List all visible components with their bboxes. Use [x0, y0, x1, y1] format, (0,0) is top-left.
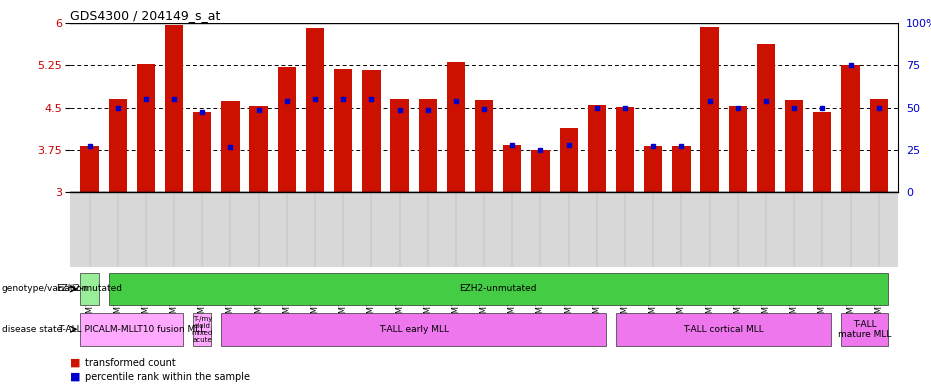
Text: transformed count: transformed count [85, 358, 175, 368]
Bar [80, 273, 99, 305]
Bar [700, 27, 719, 192]
Bar [222, 101, 239, 192]
Bar [137, 64, 155, 192]
Text: ■: ■ [70, 358, 80, 368]
Text: T-ALL cortical MLL: T-ALL cortical MLL [683, 325, 764, 334]
Bar [616, 107, 634, 192]
Bar [250, 106, 268, 192]
Text: T-/my
eloid
mixed
acute: T-/my eloid mixed acute [192, 316, 213, 343]
Bar [842, 65, 859, 192]
Bar [419, 99, 437, 192]
Bar [109, 99, 127, 192]
Bar [560, 128, 578, 192]
Bar [447, 62, 466, 192]
Text: disease state: disease state [2, 324, 62, 334]
Bar [390, 99, 409, 192]
Bar [616, 313, 831, 346]
Text: EZH2-unmutated: EZH2-unmutated [460, 285, 537, 293]
Bar [193, 313, 211, 346]
Bar [757, 44, 776, 192]
Bar [503, 145, 521, 192]
Text: EZH2-mutated: EZH2-mutated [57, 285, 123, 293]
Bar [870, 99, 888, 192]
Bar [222, 313, 606, 346]
Text: ■: ■ [70, 372, 80, 382]
Text: T-ALL early MLL: T-ALL early MLL [379, 325, 449, 334]
Bar [813, 112, 831, 192]
Bar [785, 100, 803, 192]
Text: GDS4300 / 204149_s_at: GDS4300 / 204149_s_at [70, 9, 221, 22]
Bar [672, 146, 691, 192]
Bar [306, 28, 324, 192]
Text: T-ALL PICALM-MLLT10 fusion MLL: T-ALL PICALM-MLLT10 fusion MLL [59, 325, 206, 334]
Bar [475, 99, 493, 192]
Bar [80, 313, 183, 346]
Bar [165, 25, 183, 192]
Bar [532, 150, 549, 192]
Bar [277, 67, 296, 192]
Bar [193, 112, 211, 192]
Bar [362, 70, 381, 192]
Bar [334, 69, 352, 192]
Bar [587, 105, 606, 192]
Bar [80, 146, 99, 192]
Text: genotype/variation: genotype/variation [2, 284, 88, 293]
Bar [842, 313, 888, 346]
Text: T-ALL
mature MLL: T-ALL mature MLL [838, 319, 891, 339]
Text: percentile rank within the sample: percentile rank within the sample [85, 372, 250, 382]
Bar [729, 106, 747, 192]
Bar [644, 146, 662, 192]
